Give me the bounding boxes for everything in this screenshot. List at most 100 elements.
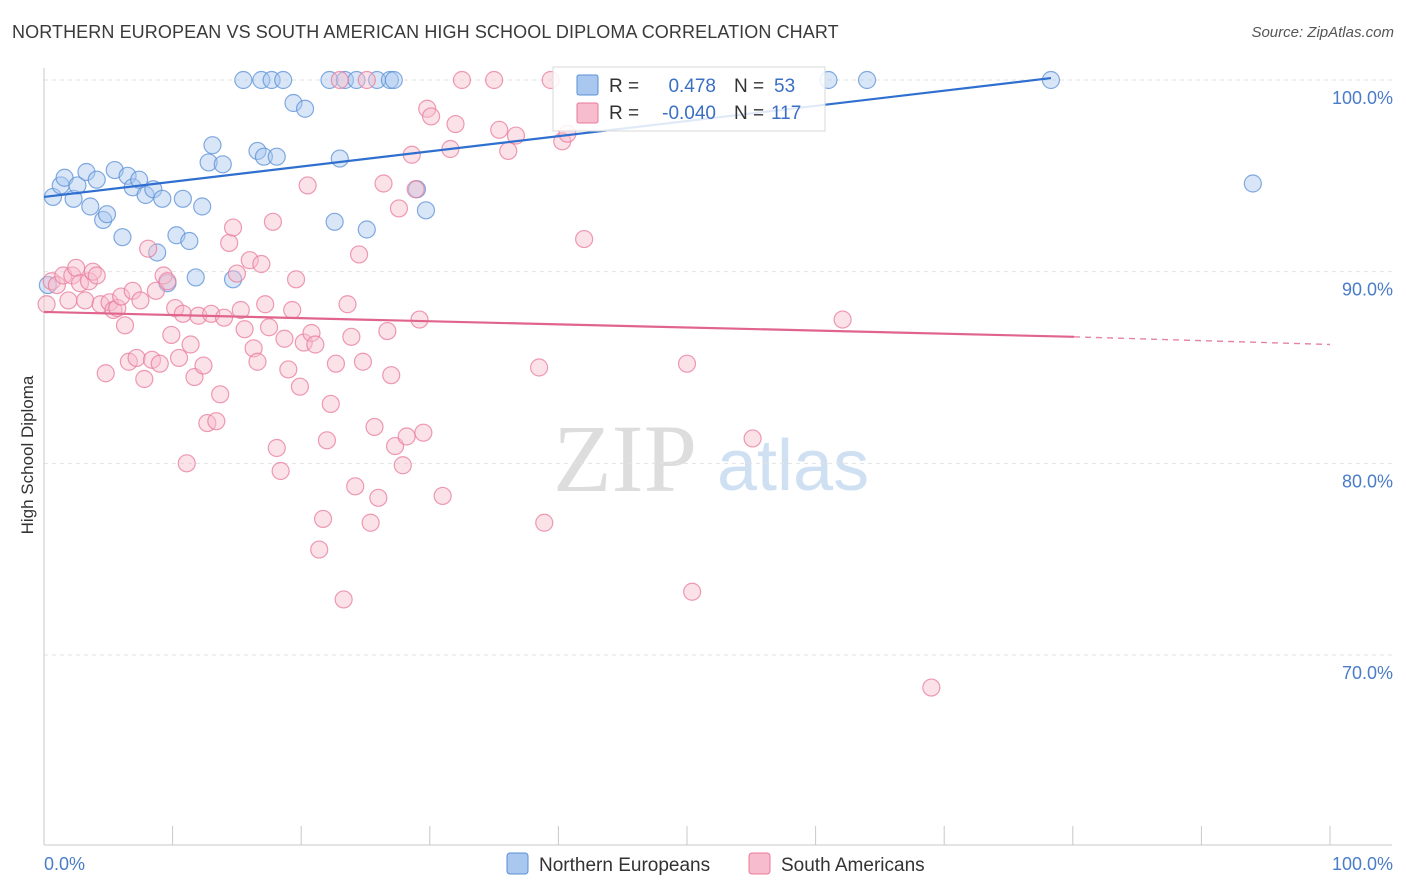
- point-south-american: [342, 327, 361, 346]
- point-northern-european: [254, 147, 274, 166]
- point-south-american: [220, 233, 239, 253]
- point-south-american: [313, 509, 333, 529]
- point-south-american: [302, 323, 321, 343]
- point-south-american: [37, 295, 56, 314]
- point-northern-european: [118, 166, 137, 185]
- point-northern-european: [267, 147, 286, 166]
- x-tick-labels: 0.0% 100.0%: [44, 854, 1393, 874]
- point-northern-european: [274, 70, 293, 90]
- point-south-american: [317, 431, 337, 450]
- point-south-american: [115, 316, 135, 335]
- point-south-american: [123, 281, 142, 300]
- point-northern-european: [857, 70, 877, 90]
- point-south-american: [310, 540, 329, 559]
- point-south-american: [131, 291, 150, 310]
- point-south-american: [231, 300, 250, 320]
- point-northern-european: [148, 243, 167, 262]
- point-south-american: [135, 369, 154, 389]
- point-south-american: [76, 291, 95, 310]
- legend-r-value: -0.040: [662, 103, 716, 124]
- point-south-american: [169, 348, 189, 368]
- point-northern-european: [325, 212, 344, 231]
- point-south-american: [227, 264, 246, 283]
- point-south-american: [279, 360, 298, 379]
- point-northern-european: [81, 197, 100, 216]
- legend-bottom: Northern Europeans South Americans: [506, 852, 925, 876]
- point-south-american: [530, 358, 549, 377]
- point-northern-european: [113, 228, 132, 247]
- point-south-american: [334, 590, 353, 609]
- point-south-american: [677, 354, 697, 373]
- point-south-american: [47, 275, 66, 295]
- trend-line-south-americans: [43, 310, 1075, 338]
- point-south-american: [374, 174, 393, 193]
- point-south-american: [96, 364, 115, 383]
- legend-bottom-label-south-americans: South Americans: [781, 855, 925, 876]
- point-south-american: [452, 70, 472, 90]
- point-south-american: [365, 417, 384, 437]
- point-south-american: [326, 354, 346, 373]
- watermark: ZIP atlas: [553, 405, 869, 512]
- point-south-american: [922, 678, 941, 697]
- point-south-american: [382, 366, 401, 385]
- point-south-american: [349, 245, 369, 264]
- point-south-american: [252, 254, 271, 274]
- point-south-american: [378, 321, 397, 341]
- point-south-american: [346, 477, 365, 496]
- point-northern-european: [330, 149, 349, 168]
- point-south-american: [127, 348, 146, 368]
- point-south-american: [393, 456, 412, 475]
- point-south-american: [139, 239, 158, 258]
- point-northern-european: [252, 70, 271, 90]
- source-label: Source: ZipAtlas.com: [1251, 24, 1394, 41]
- point-south-american: [244, 339, 263, 358]
- trend-line-northern-europeans: [43, 76, 1052, 199]
- point-south-american: [294, 333, 313, 352]
- point-south-american: [271, 461, 290, 481]
- legend-r-label: R =: [609, 103, 639, 124]
- point-south-american: [275, 329, 294, 348]
- point-south-american: [833, 310, 852, 329]
- y-axis-label: High School Diploma: [18, 375, 37, 534]
- point-northern-european: [77, 162, 96, 182]
- point-south-american: [683, 582, 702, 601]
- point-south-american: [369, 488, 388, 507]
- legend-swatch-south-americans: [576, 102, 599, 124]
- legend-top: R = 0.478 N = 53 R = -0.040 N = 117: [552, 66, 826, 132]
- point-south-american: [389, 199, 409, 218]
- point-south-american: [286, 270, 306, 289]
- legend-n-value: 117: [771, 103, 801, 124]
- gridlines: [44, 79, 1392, 656]
- point-south-american: [150, 354, 169, 373]
- point-northern-european: [153, 189, 172, 208]
- point-northern-european: [199, 153, 218, 172]
- point-northern-european: [284, 93, 303, 113]
- point-south-american: [198, 413, 217, 433]
- chart-title: NORTHERN EUROPEAN VS SOUTH AMERICAN HIGH…: [12, 22, 839, 42]
- point-south-american: [108, 298, 127, 318]
- series-south-americans: [37, 70, 941, 697]
- legend-bottom-label-northern-europeans: Northern Europeans: [539, 855, 710, 876]
- watermark-zip: ZIP: [553, 405, 697, 512]
- trend-line-extension-south-americans: [1074, 336, 1331, 346]
- point-south-american: [112, 287, 131, 306]
- point-south-american: [283, 300, 302, 320]
- point-northern-european: [193, 197, 212, 216]
- point-northern-european: [1243, 174, 1262, 193]
- point-south-american: [743, 429, 762, 448]
- point-south-american: [267, 438, 286, 458]
- point-south-american: [535, 513, 554, 532]
- point-northern-european: [87, 170, 106, 189]
- point-south-american: [194, 356, 213, 375]
- point-south-american: [248, 352, 267, 371]
- point-northern-european: [295, 99, 315, 118]
- y-tick-label: 70.0%: [1342, 663, 1393, 683]
- point-south-american: [361, 513, 380, 532]
- point-south-american: [207, 412, 226, 431]
- x-tick-label: 0.0%: [44, 854, 85, 874]
- point-south-american: [353, 352, 373, 371]
- y-tick-label: 100.0%: [1332, 88, 1393, 108]
- point-northern-european: [416, 201, 436, 220]
- point-south-american: [357, 70, 376, 90]
